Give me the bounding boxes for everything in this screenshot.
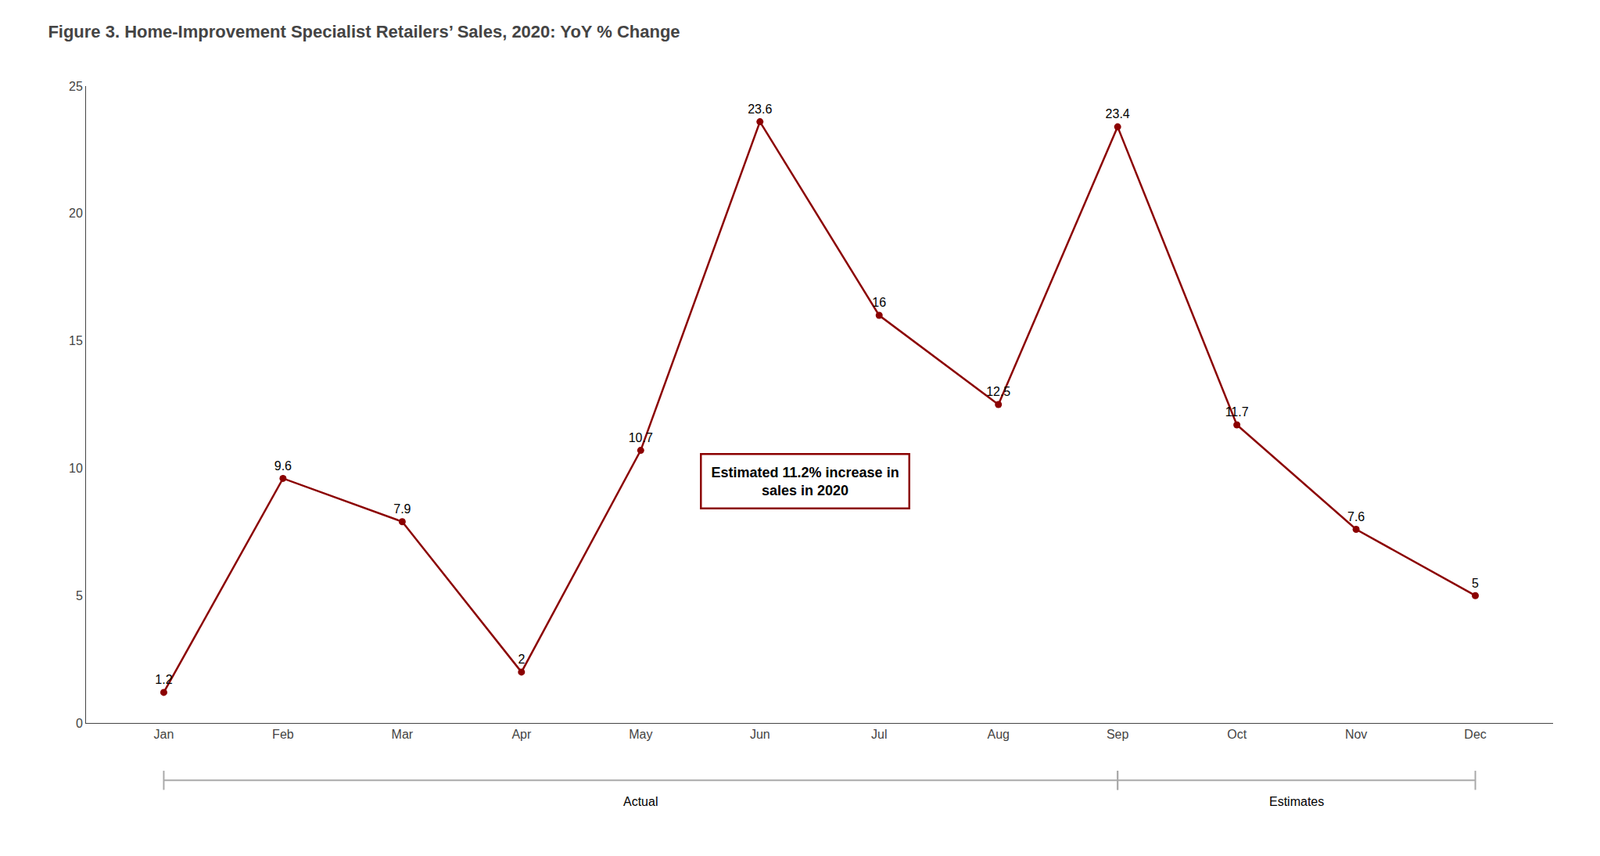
svg-text:Oct: Oct	[1226, 727, 1247, 741]
svg-text:May: May	[628, 727, 653, 741]
svg-text:10: 10	[68, 461, 83, 475]
svg-text:2: 2	[517, 652, 525, 666]
svg-text:Actual: Actual	[623, 794, 658, 808]
svg-text:5: 5	[1471, 576, 1479, 590]
svg-text:Figure 3. Home-Improvement Spe: Figure 3. Home-Improvement Specialist Re…	[47, 21, 680, 42]
svg-text:5: 5	[75, 588, 83, 603]
svg-text:12.5: 12.5	[986, 384, 1011, 399]
svg-text:25: 25	[68, 79, 83, 94]
svg-text:9.6: 9.6	[274, 459, 292, 473]
svg-text:Jun: Jun	[749, 727, 771, 741]
svg-text:7.9: 7.9	[393, 502, 411, 516]
svg-text:Mar: Mar	[391, 727, 414, 741]
svg-text:Feb: Feb	[272, 727, 295, 741]
svg-text:20: 20	[68, 206, 83, 220]
svg-text:Nov: Nov	[1345, 727, 1367, 741]
svg-text:Aug: Aug	[986, 727, 1009, 741]
svg-text:Sep: Sep	[1106, 727, 1130, 741]
svg-text:Apr: Apr	[511, 727, 532, 741]
svg-text:10.7: 10.7	[628, 430, 653, 445]
svg-text:0: 0	[75, 716, 83, 730]
svg-text:Jan: Jan	[154, 727, 175, 741]
svg-text:Dec: Dec	[1463, 727, 1486, 741]
svg-text:23.4: 23.4	[1105, 107, 1131, 121]
svg-text:Estimates: Estimates	[1269, 794, 1324, 808]
svg-text:Estimated 11.2% increase insal: Estimated 11.2% increase insales in 2020	[711, 464, 900, 499]
svg-text:15: 15	[68, 333, 83, 348]
svg-text:7.6: 7.6	[1347, 509, 1365, 524]
svg-text:23.6: 23.6	[747, 102, 772, 116]
svg-text:1.2: 1.2	[154, 672, 173, 686]
svg-text:Jul: Jul	[871, 727, 887, 741]
svg-text:11.7: 11.7	[1225, 405, 1249, 419]
svg-text:16: 16	[871, 295, 887, 309]
